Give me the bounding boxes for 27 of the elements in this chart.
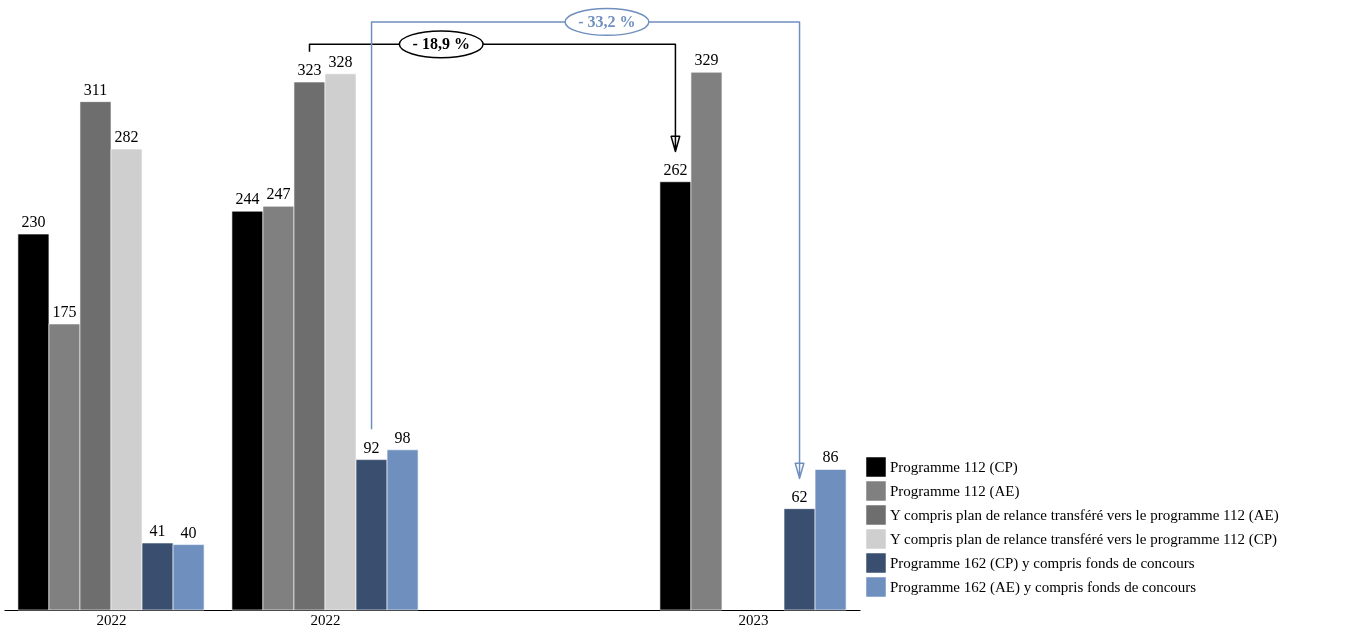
- x-tick-label: 2022: [96, 611, 127, 628]
- data-label: 98: [394, 428, 411, 446]
- legend-label: Programme 112 (AE): [890, 483, 1020, 500]
- data-label: 92: [363, 438, 380, 456]
- text: - 33,2 %: [578, 12, 636, 30]
- data-label: 282: [114, 128, 139, 146]
- data-label: 86: [822, 448, 839, 466]
- x-tick-label: 2022: [310, 611, 341, 628]
- data-label: 62: [791, 487, 808, 505]
- data-label: 323: [297, 61, 322, 79]
- data-label: 329: [694, 51, 719, 69]
- x-tick-label: 2023: [738, 611, 769, 628]
- legend-label: Programme 112 (CP): [890, 459, 1018, 476]
- legend-label: Y compris plan de relance transféré vers le programme 112 (CP): [890, 531, 1278, 548]
- data-label: 328: [328, 52, 353, 70]
- text: - 18,9 %: [412, 35, 470, 53]
- data-label: 311: [83, 80, 108, 98]
- legend-label: Programme 162 (CP) y compris fonds de concours: [890, 555, 1195, 572]
- data-label: 244: [235, 190, 260, 208]
- data-label: 262: [663, 160, 688, 178]
- data-label: 40: [180, 523, 197, 541]
- data-label: 230: [21, 213, 46, 231]
- legend-label: Y compris plan de relance transféré vers le programme 112 (AE): [890, 507, 1279, 524]
- data-label: 41: [149, 521, 166, 539]
- legend-label: Programme 162 (AE) y compris fonds de concours: [890, 579, 1197, 596]
- data-label: 247: [266, 185, 291, 203]
- data-label: 175: [52, 302, 77, 320]
